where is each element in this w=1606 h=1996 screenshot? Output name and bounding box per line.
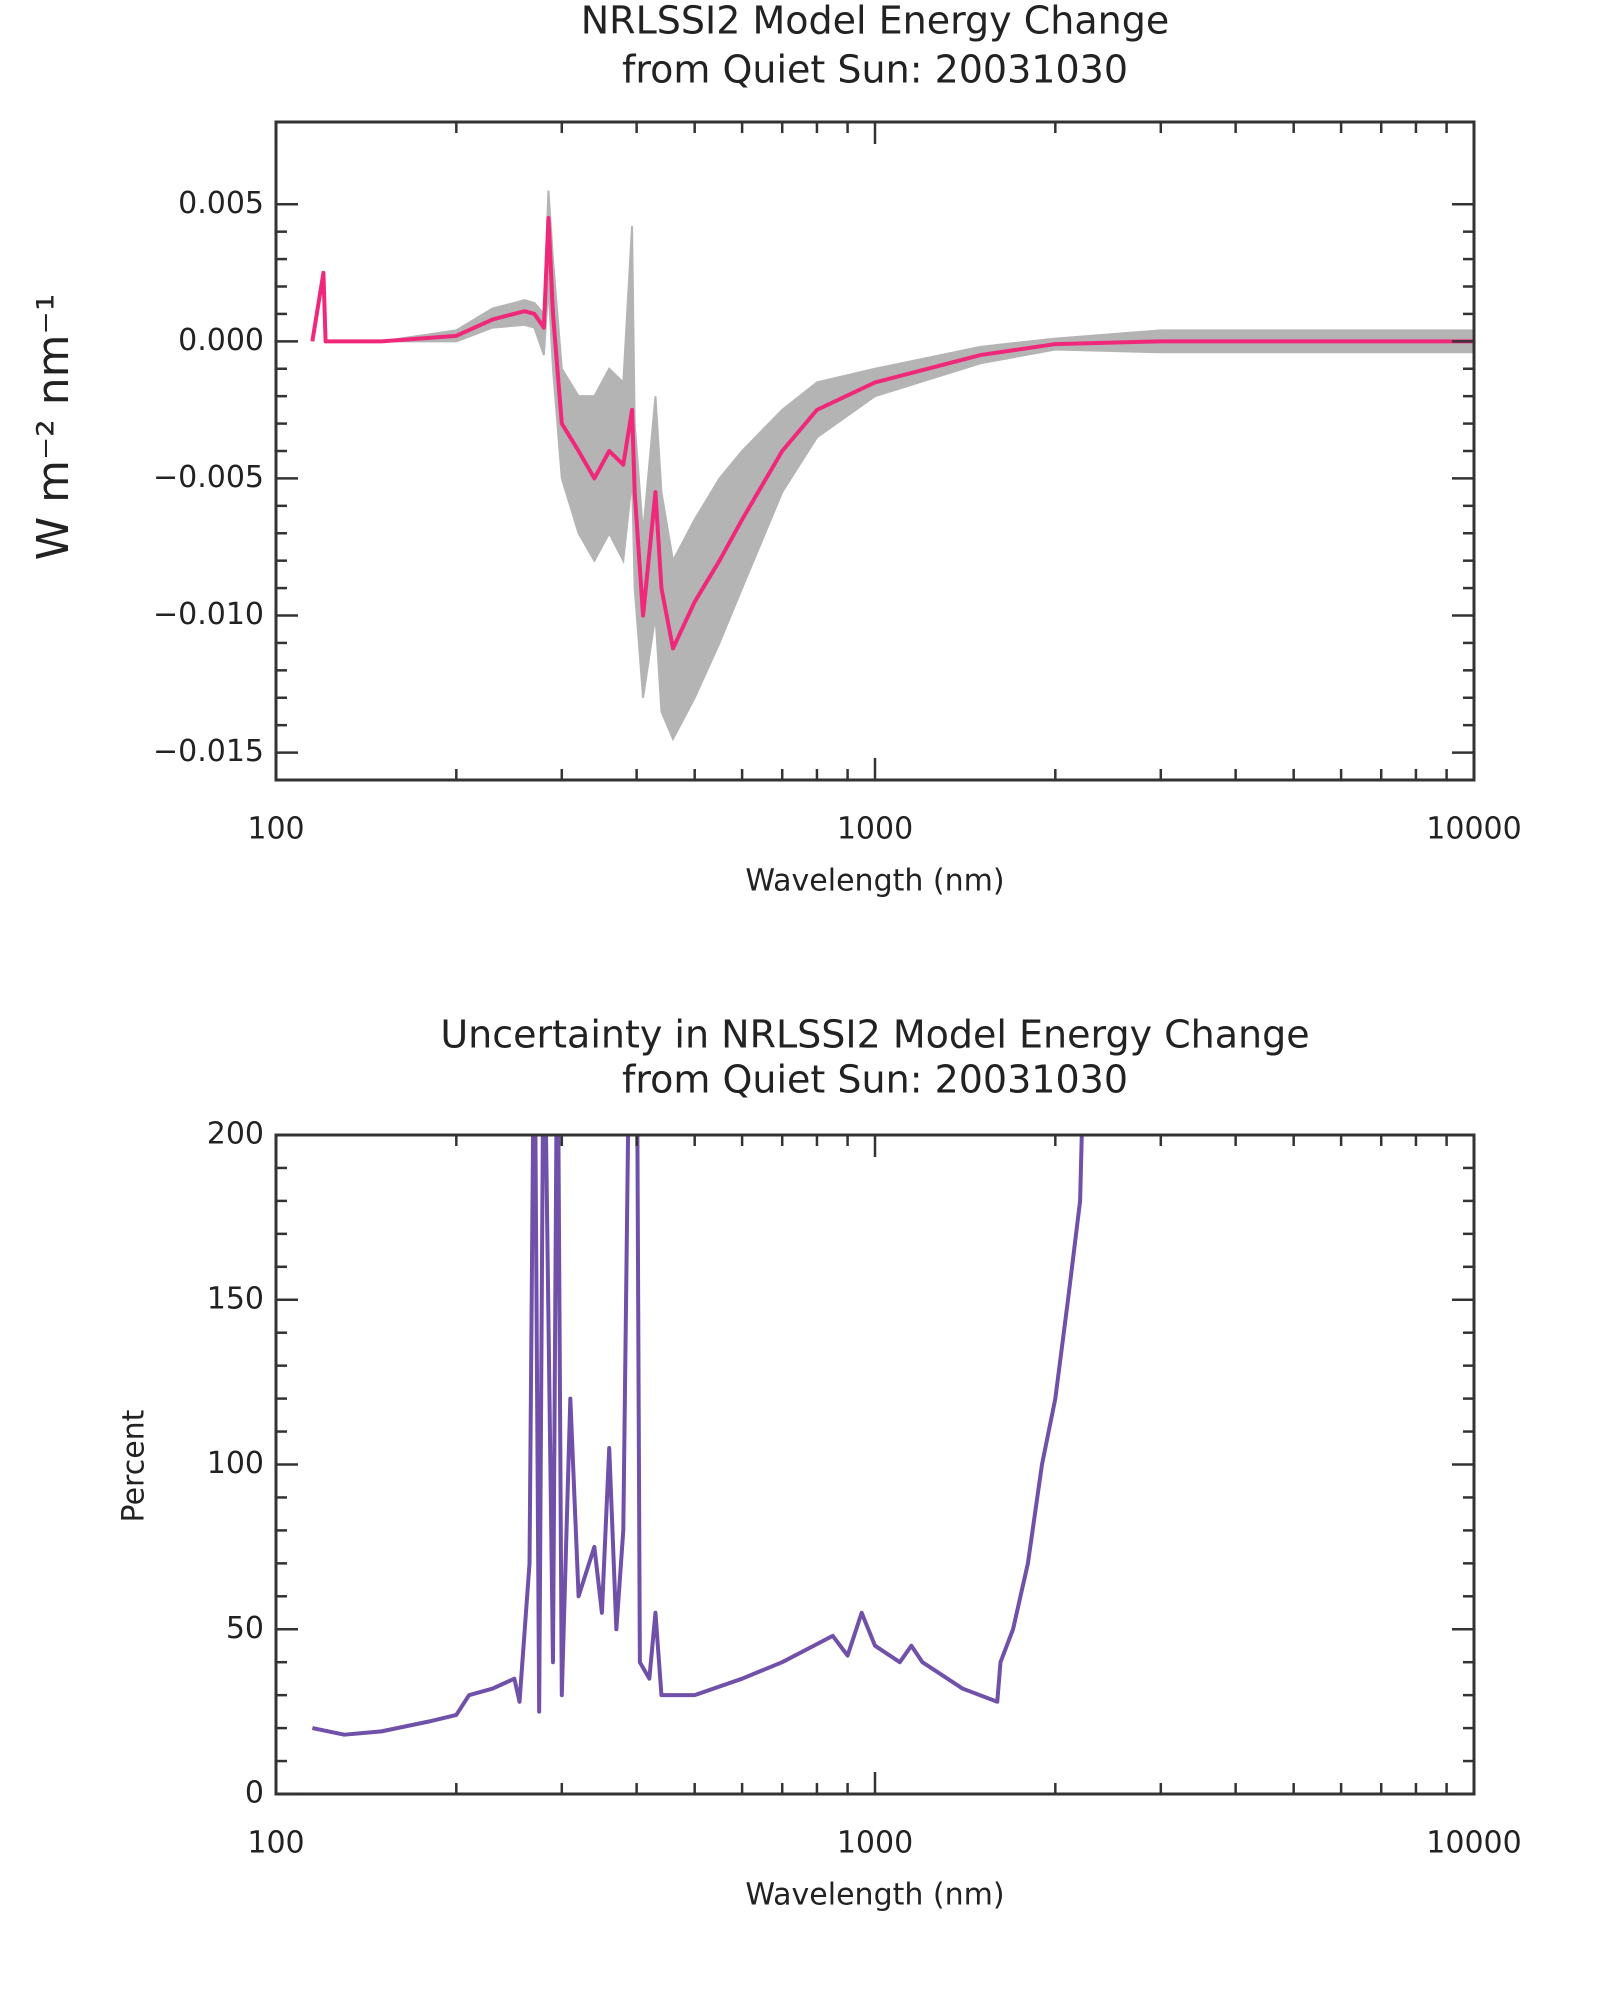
chart-title: NRLSSI2 Model Energy Change — [581, 0, 1169, 43]
data-line — [311, 1135, 1084, 1737]
y-tick-label: −0.005 — [153, 460, 264, 495]
y-tick-label: 100 — [207, 1446, 264, 1481]
y-tick-label: −0.015 — [153, 734, 264, 769]
plot-frame — [274, 1133, 1476, 1796]
chart-title: from Quiet Sun: 20031030 — [622, 48, 1128, 92]
uncertainty-band — [311, 190, 1474, 742]
y-tick-label: 0.000 — [178, 323, 264, 358]
y-tick-label: 200 — [207, 1117, 264, 1152]
x-tick-label: 100 — [247, 1826, 304, 1861]
x-tick-label: 10000 — [1426, 1826, 1521, 1861]
y-tick-label: 150 — [207, 1281, 264, 1316]
chart-title: Uncertainty in NRLSSI2 Model Energy Chan… — [440, 1013, 1309, 1057]
data-line — [310, 215, 1474, 651]
plot-frame — [274, 120, 1476, 782]
y-tick-label: 0.005 — [178, 186, 264, 221]
x-tick-label: 1000 — [837, 812, 913, 847]
plot-area — [311, 1135, 1084, 1737]
y-tick-label: −0.010 — [153, 597, 264, 632]
y-tick-label: 50 — [226, 1611, 264, 1646]
plot-area — [310, 190, 1474, 742]
x-tick-label: 10000 — [1426, 812, 1521, 847]
x-axis-title: Wavelength (nm) — [745, 1878, 1004, 1913]
y-tick-label: 0 — [245, 1776, 264, 1811]
y-axis-title: W m⁻² nm⁻¹ — [28, 294, 79, 561]
chart-title: from Quiet Sun: 20031030 — [622, 1058, 1128, 1102]
y-axis-title: Percent — [117, 1409, 152, 1522]
x-tick-label: 100 — [247, 812, 304, 847]
x-axis-title: Wavelength (nm) — [745, 864, 1004, 899]
x-tick-label: 1000 — [837, 1826, 913, 1861]
